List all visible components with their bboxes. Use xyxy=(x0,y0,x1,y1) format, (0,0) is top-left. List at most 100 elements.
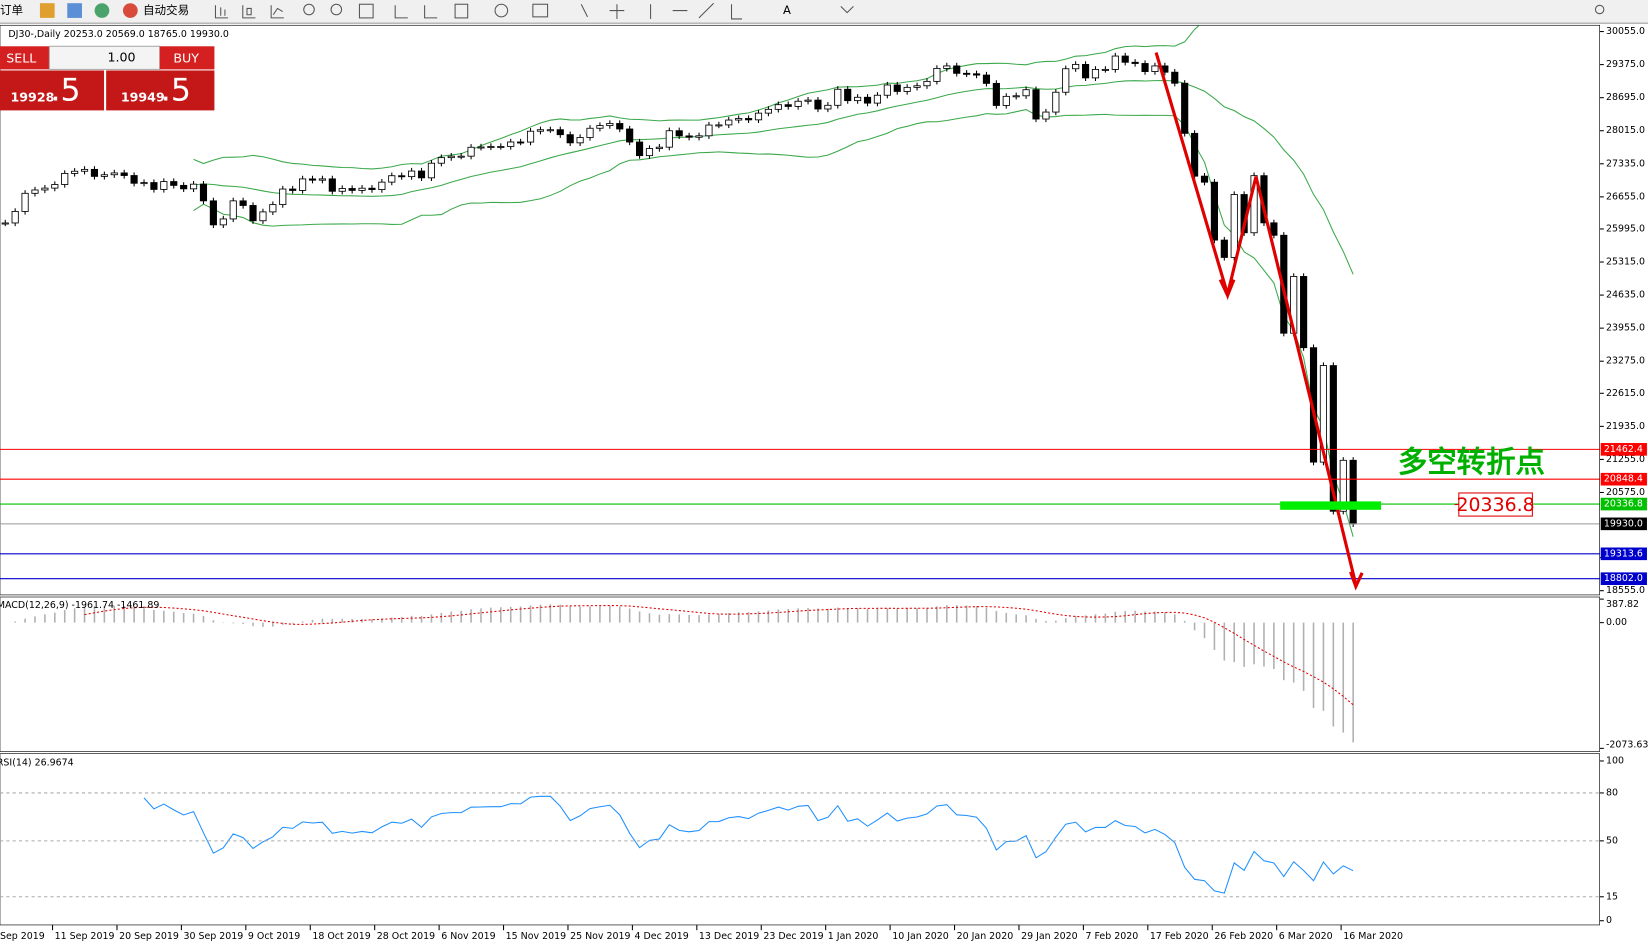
text-tool[interactable]: A xyxy=(783,3,791,17)
lot-value[interactable]: 1.00 xyxy=(108,49,136,64)
toolbar xyxy=(0,0,1648,24)
candle xyxy=(1022,89,1030,97)
icon[interactable] xyxy=(532,3,549,18)
candle xyxy=(497,146,505,148)
candle xyxy=(1151,65,1159,72)
x-tick-label: 17 Feb 2020 xyxy=(1150,931,1209,942)
candle xyxy=(1349,459,1357,525)
candle xyxy=(308,178,317,181)
candle xyxy=(1072,63,1080,70)
candle xyxy=(576,137,584,144)
x-tick-label: 29 Jan 2020 xyxy=(1021,931,1078,942)
candle xyxy=(943,65,951,69)
candle xyxy=(893,84,901,92)
candle xyxy=(982,74,991,84)
y-tick-label: 29375.0 xyxy=(1606,59,1645,70)
y-tick-label: 25995.0 xyxy=(1606,223,1645,234)
chart-title: DJ30-,Daily 20253.0 20569.0 18765.0 1993… xyxy=(8,29,228,40)
lot-field[interactable] xyxy=(48,45,161,70)
candle xyxy=(764,108,772,114)
rsi-tick-label: 100 xyxy=(1606,755,1624,766)
macd-title: MACD(12,26,9) -1961.74 -1461.89 xyxy=(0,600,159,611)
icon[interactable] xyxy=(394,2,743,20)
bollinger-band xyxy=(193,79,1354,275)
candle xyxy=(784,104,792,107)
main-plot xyxy=(0,25,1600,580)
x-tick-label: 9 Oct 2019 xyxy=(248,931,300,942)
rsi-panel xyxy=(0,753,1600,926)
sell-label[interactable]: SELL xyxy=(6,50,36,65)
icon[interactable] xyxy=(94,3,110,18)
y-tick-label: 21255.0 xyxy=(1606,454,1645,465)
sell-button[interactable] xyxy=(0,46,50,70)
candle xyxy=(299,178,307,191)
icon[interactable] xyxy=(494,3,509,18)
candle xyxy=(249,205,257,222)
candle xyxy=(735,118,743,121)
x-tick-label: 7 Feb 2020 xyxy=(1085,931,1138,942)
x-tick-label: 6 Nov 2019 xyxy=(441,931,495,942)
bid-price: 19928 xyxy=(11,89,55,104)
candle xyxy=(358,187,366,191)
candle xyxy=(923,80,931,87)
candle xyxy=(150,182,158,190)
icon[interactable] xyxy=(330,3,343,16)
candle xyxy=(398,175,406,178)
candle xyxy=(556,129,564,136)
candle xyxy=(546,129,554,132)
ask-box[interactable] xyxy=(106,70,215,111)
candle xyxy=(41,187,49,191)
candle xyxy=(180,184,188,190)
icon[interactable] xyxy=(242,5,256,19)
y-tick-label: 23275.0 xyxy=(1606,356,1645,367)
y-tick-label: 23955.0 xyxy=(1606,323,1645,334)
icon[interactable] xyxy=(67,3,82,18)
search-icon[interactable] xyxy=(1594,4,1605,15)
candle xyxy=(695,135,703,138)
candle xyxy=(774,104,782,110)
x-tick-label: Sep 2019 xyxy=(0,931,45,942)
buy-button[interactable] xyxy=(159,46,215,70)
price-label-box xyxy=(1600,472,1647,486)
price-label: 19313.6 xyxy=(1604,548,1643,559)
candle xyxy=(1052,91,1060,113)
orders-button[interactable]: 订单 xyxy=(0,3,23,17)
icon[interactable] xyxy=(214,5,229,19)
candle xyxy=(229,200,237,220)
icon[interactable] xyxy=(39,3,55,18)
x-tick-label: 4 Dec 2019 xyxy=(635,931,689,942)
candle xyxy=(289,188,297,191)
rsi-plot xyxy=(0,792,1600,898)
candle xyxy=(655,146,663,149)
icon[interactable] xyxy=(840,5,854,14)
candle xyxy=(517,141,525,144)
x-tick-label: 15 Nov 2019 xyxy=(506,931,566,942)
candle xyxy=(794,100,802,107)
candle xyxy=(1230,194,1238,258)
candle xyxy=(1171,71,1179,84)
candle xyxy=(675,130,683,137)
candle xyxy=(715,124,723,127)
y-tick-label: 18555.0 xyxy=(1606,585,1645,596)
icon[interactable] xyxy=(122,3,138,18)
candle xyxy=(140,182,148,185)
candle xyxy=(1270,222,1278,236)
icon[interactable] xyxy=(358,3,374,19)
candle xyxy=(71,170,79,174)
trade-panel: SELL 1.00 BUY 19928 .5 19949 .5 xyxy=(0,45,215,111)
y-tick-label: 27335.0 xyxy=(1606,158,1645,169)
icon[interactable] xyxy=(303,3,315,16)
candle xyxy=(388,175,396,183)
icon[interactable] xyxy=(454,3,469,19)
icon[interactable] xyxy=(270,5,284,19)
candle xyxy=(1,222,9,225)
price-label-box xyxy=(1600,497,1647,511)
x-tick-label: 1 Jan 2020 xyxy=(828,931,879,942)
buy-label[interactable]: BUY xyxy=(173,50,199,65)
bid-box[interactable] xyxy=(0,70,105,111)
candle xyxy=(1220,239,1228,258)
price-label: 19930.0 xyxy=(1604,518,1643,529)
auto-trade-button[interactable]: 自动交易 xyxy=(143,3,189,17)
